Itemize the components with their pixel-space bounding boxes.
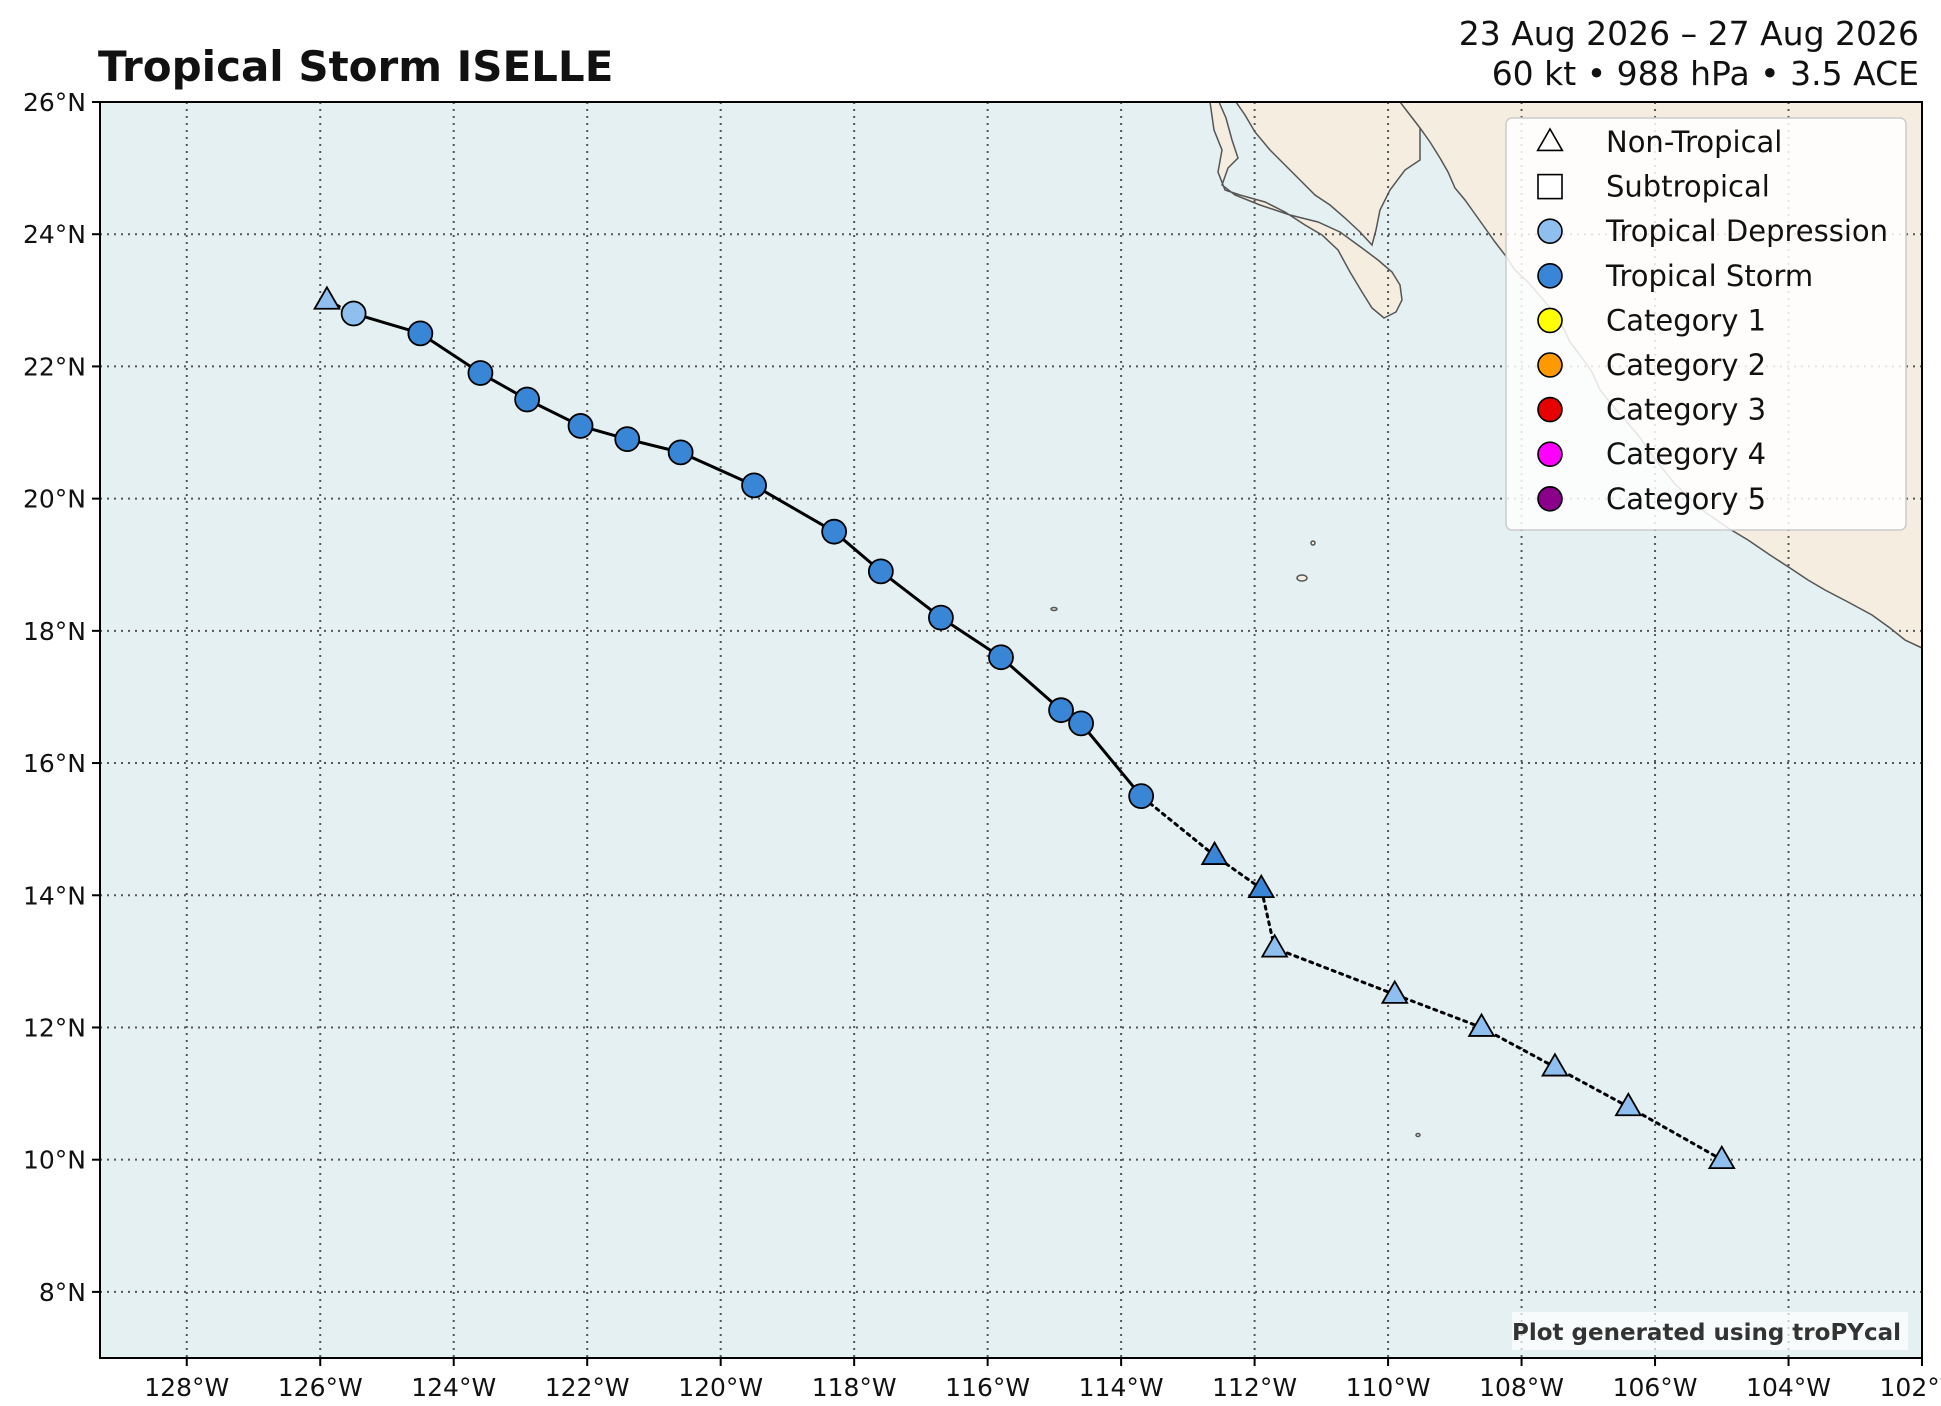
legend-symbol-subtropical — [1537, 173, 1563, 200]
legend-label-tropical-depression: Tropical Depression — [1605, 214, 1888, 248]
lon-tick-label: 108°W — [1479, 1373, 1564, 1402]
longitude-ticks: 128°W 126°W 124°W 122°W 120°W 118°W 116°W 114°W… — [144, 1358, 1941, 1402]
lon-tick-label: 124°W — [411, 1373, 496, 1402]
storm-stats: 60 kt • 988 hPa • 3.5 ACE — [1491, 54, 1919, 93]
track-point-tropical — [340, 300, 367, 327]
track-markers — [313, 285, 1736, 1170]
track-point-non-tropical — [1467, 1012, 1496, 1037]
legend-box — [1505, 117, 1907, 531]
track-point-non-tropical — [1260, 933, 1289, 958]
track-segment — [1393, 992, 1484, 1029]
legend-symbol-tropical-depression — [1537, 218, 1563, 244]
legend-label-non-tropical: Non-Tropical — [1606, 125, 1782, 159]
track-point-non-tropical — [1541, 1052, 1569, 1077]
lon-tick-label: 102°W — [1880, 1373, 1941, 1402]
legend-symbol-category-3 — [1537, 396, 1563, 423]
track-segment — [753, 484, 835, 533]
san-benedicto-island — [1310, 540, 1316, 546]
track-point-tropical — [514, 386, 541, 413]
legend-label-tropical-storm: Tropical Storm — [1605, 259, 1813, 293]
track-segment — [1626, 1105, 1724, 1162]
track-point-tropical — [928, 604, 954, 631]
lat-tick-label: 14°N — [23, 881, 86, 910]
lon-tick-label: 118°W — [812, 1373, 897, 1402]
legend-label-subtropical: Subtropical — [1606, 170, 1770, 204]
track-point-tropical — [407, 320, 434, 347]
track-point-non-tropical — [1707, 1144, 1736, 1170]
legend-symbol-category-5 — [1537, 485, 1563, 512]
track-point-non-tropical — [1614, 1091, 1643, 1117]
track-point-non-tropical — [1380, 979, 1409, 1004]
date-range: 23 Aug 2026 – 27 Aug 2026 — [1458, 14, 1919, 53]
legend-symbol-category-2 — [1537, 352, 1563, 378]
lat-tick-label: 24°N — [23, 220, 86, 249]
lat-tick-label: 12°N — [23, 1013, 86, 1042]
credit-text: Plot generated using troPYcal — [1512, 1320, 1901, 1346]
graticule — [100, 102, 1922, 1358]
track-segment — [1079, 722, 1143, 798]
lon-tick-label: 116°W — [945, 1373, 1030, 1402]
storm-summary: 23 Aug 2026 – 27 Aug 2026 60 kt • 988 hP… — [1459, 14, 1919, 94]
track-point-tropical — [741, 472, 767, 499]
track-point-tropical — [614, 426, 641, 453]
lat-tick-label: 18°N — [23, 617, 86, 646]
lat-tick-label: 22°N — [23, 352, 86, 381]
legend: Non-Tropical Subtropical Tropical Depressi… — [1505, 117, 1907, 531]
track-segment — [1553, 1065, 1630, 1109]
track-segment — [1139, 794, 1217, 858]
legend-label-category-3: Category 3 — [1606, 393, 1766, 427]
track-point-tropical — [821, 518, 848, 545]
track-point-tropical — [1128, 783, 1155, 810]
socorro-island — [1296, 574, 1308, 582]
lat-tick-label: 10°N — [23, 1146, 86, 1175]
latitude-ticks: 8°N 10°N 12°N 14°N 16°N 18°N 20°N 22°N 24°N 26°N — [23, 88, 100, 1307]
lon-tick-label: 120°W — [678, 1373, 763, 1402]
lon-tick-label: 128°W — [144, 1373, 229, 1402]
track-point-tropical — [467, 360, 494, 386]
lon-tick-label: 112°W — [1212, 1373, 1297, 1402]
legend-label-category-4: Category 4 — [1606, 437, 1766, 471]
track-segment — [1480, 1025, 1557, 1069]
track-point-tropical — [1068, 710, 1094, 737]
legend-label-category-2: Category 2 — [1606, 348, 1766, 382]
plot-frame — [99, 101, 1923, 1359]
lat-tick-label: 26°N — [23, 88, 86, 117]
legend-symbol-category-1 — [1537, 307, 1563, 334]
credit-background — [1512, 1312, 1908, 1350]
baja-peninsula — [1209, 102, 1403, 319]
track-point-non-tropical — [1247, 873, 1276, 899]
track-point-non-tropical — [1200, 840, 1229, 865]
track-segment — [999, 656, 1063, 712]
track-segment — [1273, 946, 1397, 996]
lon-tick-label: 104°W — [1746, 1373, 1831, 1402]
clarion-island — [1050, 606, 1058, 612]
legend-symbol-category-4 — [1537, 441, 1563, 468]
lat-tick-label: 16°N — [23, 749, 86, 778]
legend-symbol-non-tropical — [1536, 127, 1564, 152]
track-point-tropical — [567, 413, 594, 439]
track-point-tropical — [1048, 697, 1074, 724]
track-point-tropical — [867, 558, 894, 585]
map-title: Tropical Storm ISELLE — [98, 42, 614, 91]
lat-tick-label: 8°N — [39, 1278, 86, 1307]
track-point-non-tropical — [313, 285, 341, 310]
baja-gulf-coast — [1235, 102, 1421, 247]
lon-tick-label: 110°W — [1346, 1373, 1431, 1402]
lat-tick-label: 20°N — [23, 485, 86, 514]
lon-tick-label: 126°W — [278, 1373, 363, 1402]
clipperton-island — [1415, 1132, 1421, 1138]
lon-tick-label: 106°W — [1613, 1373, 1698, 1402]
track-point-tropical — [667, 439, 694, 466]
legend-label-category-5: Category 5 — [1606, 482, 1766, 516]
legend-symbol-tropical-storm — [1537, 262, 1563, 289]
lon-tick-label: 114°W — [1079, 1373, 1164, 1402]
lon-tick-label: 122°W — [545, 1373, 630, 1402]
legend-label-category-1: Category 1 — [1606, 303, 1766, 337]
track-point-tropical — [988, 644, 1014, 671]
track-segment — [680, 450, 755, 487]
